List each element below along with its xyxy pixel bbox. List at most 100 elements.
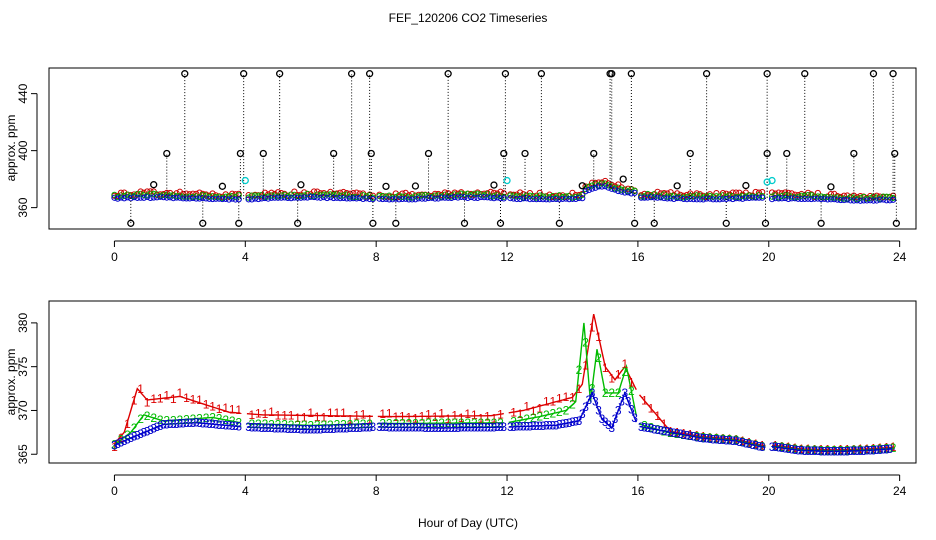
top-series-3-point xyxy=(530,195,537,203)
bottom-series-3-marker: 3 xyxy=(163,417,170,431)
y-tick-label: 365 xyxy=(16,444,30,464)
top-series-1-point xyxy=(867,192,874,200)
bottom-series-2-marker: 2 xyxy=(844,443,851,457)
bottom-series-1-marker: 1 xyxy=(667,424,674,438)
bottom-series-3-marker: 3 xyxy=(546,419,553,433)
bottom-series-2-marker: 2 xyxy=(785,441,792,455)
x-tick-label: 24 xyxy=(893,250,907,264)
top-raw-spike-point xyxy=(590,149,598,158)
bottom-series-2-marker: 2 xyxy=(693,430,700,444)
bottom-series-3-marker: 3 xyxy=(124,433,131,447)
bottom-series-3-marker: 3 xyxy=(392,420,399,434)
top-series-3-point xyxy=(615,187,622,195)
bottom-series-1-marker: 1 xyxy=(379,407,386,421)
y-tick-label: 400 xyxy=(16,140,30,160)
bottom-series-3-marker: 3 xyxy=(284,422,291,436)
y-tick-label: 370 xyxy=(16,400,30,420)
top-series-3-point xyxy=(229,195,236,202)
bottom-series-1-marker: 1 xyxy=(137,382,144,396)
bottom-series-3-marker: 3 xyxy=(203,417,210,431)
top-series-3-point xyxy=(180,195,187,202)
bottom-series-2-marker: 2 xyxy=(752,438,759,452)
bottom-series-2-line xyxy=(113,413,241,446)
bottom-series-1-marker: 1 xyxy=(798,442,805,456)
bottom-series-1-marker: 1 xyxy=(360,408,367,422)
top-series-2-point xyxy=(327,191,334,198)
bottom-series-3-line xyxy=(639,425,766,448)
top-series-1-point xyxy=(212,192,219,199)
bottom-series-3-marker: 3 xyxy=(821,444,828,458)
bottom-series-2-marker: 2 xyxy=(870,442,877,456)
top-series-2-point xyxy=(798,192,805,199)
top-series-3-point xyxy=(585,186,592,194)
bottom-series-2-marker: 2 xyxy=(432,416,439,430)
top-series-2-point xyxy=(451,191,458,198)
bottom-series-3-marker: 3 xyxy=(756,439,763,453)
bottom-series-3-marker: 3 xyxy=(461,421,468,435)
top-series-1-point xyxy=(713,190,720,197)
top-series-3-point xyxy=(569,195,576,202)
figure-title: FEF_120206 CO2 Timeseries xyxy=(389,11,548,25)
top-series-3-point xyxy=(117,194,125,201)
bottom-series-3-marker: 3 xyxy=(782,442,789,456)
top-series-3-point xyxy=(392,195,399,202)
top-series-3-point xyxy=(435,195,442,202)
top-raw-spike-point xyxy=(444,70,452,78)
top-series-3-point xyxy=(801,195,808,202)
bottom-series-3-marker: 3 xyxy=(687,429,694,443)
bottom-series-1-marker: 1 xyxy=(347,412,354,426)
bottom-series-1-marker: 1 xyxy=(674,426,681,440)
top-raw-point xyxy=(297,181,305,189)
bottom-series-2-marker: 2 xyxy=(294,418,301,432)
bottom-series-2-marker: 2 xyxy=(510,414,517,428)
top-series-3-point xyxy=(248,196,255,203)
bottom-series-1-marker: 1 xyxy=(203,398,210,412)
bottom-series-3-marker: 3 xyxy=(497,420,504,434)
bottom-series-2-marker: 2 xyxy=(320,418,327,432)
bottom-series-3-marker: 3 xyxy=(370,420,377,434)
top-series-2-point xyxy=(546,194,553,201)
bottom-series-3-marker: 3 xyxy=(167,417,174,431)
top-raw-spike-point xyxy=(367,149,375,158)
y-tick-label: 360 xyxy=(16,197,30,217)
bottom-series-3-marker: 3 xyxy=(278,422,285,436)
bottom-series-2-marker: 2 xyxy=(687,429,694,443)
top-raw-spike-point xyxy=(889,70,897,78)
top-flag-point xyxy=(768,176,776,185)
bottom-series-3-marker: 3 xyxy=(553,418,560,432)
bottom-series-1-line xyxy=(246,413,373,417)
bottom-series-2-marker: 2 xyxy=(523,412,530,426)
bottom-series-3-line xyxy=(114,421,241,447)
bottom-series-3-marker: 3 xyxy=(291,422,298,436)
bottom-series-3-marker: 3 xyxy=(654,423,661,437)
bottom-series-1-marker: 1 xyxy=(752,437,759,451)
bottom-series-3-marker: 3 xyxy=(324,422,331,436)
bottom-series-3-marker: 3 xyxy=(592,395,599,409)
bottom-series-3-marker: 3 xyxy=(196,416,203,430)
top-raw-spike-point xyxy=(608,70,616,78)
top-series-3-point xyxy=(209,195,216,203)
bottom-series-3-marker: 3 xyxy=(491,420,498,434)
top-series-2-point xyxy=(605,182,612,189)
bottom-series-1-marker: 1 xyxy=(628,375,635,389)
top-series-1-point xyxy=(795,191,802,199)
top-series-3-point xyxy=(317,194,324,201)
bottom-series-3-marker: 3 xyxy=(376,420,383,434)
bottom-series-2-marker: 2 xyxy=(582,336,589,350)
bottom-series-1-marker: 1 xyxy=(353,409,360,423)
top-series-2-point xyxy=(278,192,285,199)
bottom-series-3-marker: 3 xyxy=(419,421,426,435)
top-series-3-point xyxy=(621,189,628,196)
top-series-2-point xyxy=(494,191,501,199)
bottom-series-1-marker: 1 xyxy=(779,439,786,453)
bottom-series-1-marker: 1 xyxy=(307,406,314,420)
bottom-series-2-line xyxy=(377,422,504,425)
top-series-2-point xyxy=(860,193,867,201)
top-series-2-point xyxy=(395,192,403,199)
bottom-series-2-marker: 2 xyxy=(654,422,661,436)
top-series-1-point xyxy=(314,188,321,195)
top-series-3-point xyxy=(670,195,677,203)
bottom-series-2-marker: 2 xyxy=(621,365,628,379)
bottom-series-3-marker: 3 xyxy=(180,416,187,430)
top-raw-spike-point xyxy=(496,219,505,227)
